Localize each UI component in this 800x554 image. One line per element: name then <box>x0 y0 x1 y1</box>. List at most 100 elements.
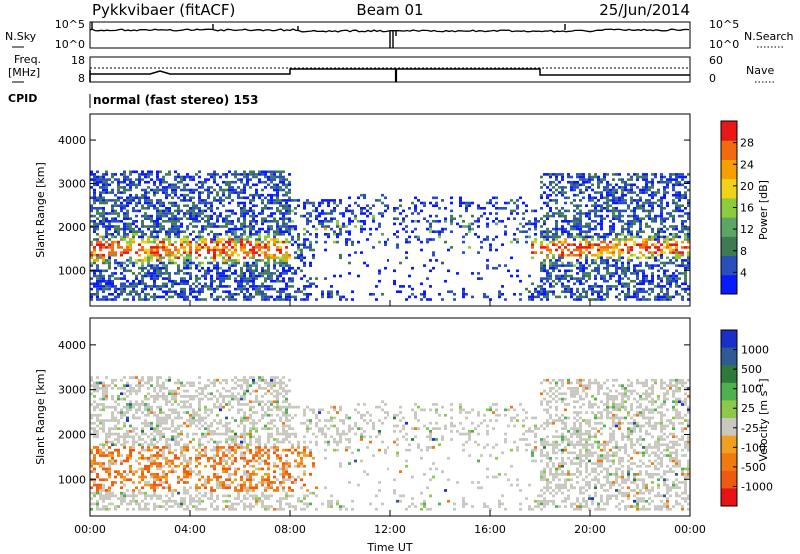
power-cell <box>147 264 150 267</box>
power-cell <box>195 204 198 207</box>
power-cell <box>609 199 612 202</box>
power-cell <box>282 204 285 207</box>
velocity-cell <box>102 392 105 396</box>
velocity-cell <box>132 507 135 511</box>
velocity-cell <box>99 443 102 447</box>
power-cell <box>372 293 375 296</box>
power-cell <box>303 285 306 288</box>
power-cell <box>102 222 105 226</box>
power-cell <box>561 248 564 252</box>
power-cell <box>213 266 216 270</box>
power-cell <box>204 298 207 301</box>
velocity-cell <box>126 473 129 476</box>
power-cell <box>594 277 597 280</box>
power-cell <box>585 240 588 244</box>
velocity-cell <box>210 411 213 414</box>
power-cell <box>180 199 183 202</box>
power-cell <box>669 274 672 278</box>
power-cell <box>429 230 432 233</box>
power-cell <box>312 209 315 213</box>
power-cell <box>216 272 219 275</box>
power-cell <box>129 227 132 231</box>
power-cell <box>282 269 285 273</box>
velocity-cell <box>189 486 192 490</box>
velocity-cell <box>111 381 114 385</box>
power-cell <box>114 193 117 197</box>
power-cell <box>645 290 648 293</box>
power-cell <box>543 201 546 205</box>
velocity-cell <box>216 448 219 452</box>
power-cell <box>675 256 678 260</box>
power-cell <box>117 186 120 189</box>
power-cell <box>120 220 123 223</box>
power-cell <box>102 253 105 257</box>
power-cell <box>261 170 264 174</box>
power-cell <box>648 298 651 301</box>
velocity-cell <box>186 381 189 385</box>
velocity-cell <box>132 491 135 495</box>
power-cell <box>267 233 270 236</box>
power-cell <box>594 259 597 262</box>
power-cell <box>210 261 213 265</box>
power-cell <box>123 173 126 176</box>
power-cell <box>246 178 249 181</box>
velocity-cell <box>204 446 207 449</box>
velocity-cell <box>138 405 141 409</box>
power-cell <box>237 220 240 223</box>
power-cell <box>507 217 510 220</box>
power-cell <box>240 207 243 210</box>
power-cell <box>198 214 201 218</box>
power-cell <box>324 277 327 280</box>
power-cell <box>288 225 291 228</box>
velocity-cell <box>126 411 129 414</box>
power-cell <box>165 235 168 239</box>
power-cell <box>621 238 624 241</box>
power-cell <box>258 253 261 257</box>
power-cell <box>393 282 396 286</box>
power-cell <box>111 274 114 278</box>
power-cell <box>579 217 582 220</box>
velocity-cell <box>162 387 165 390</box>
power-cell <box>432 253 435 257</box>
velocity-cell <box>126 432 129 436</box>
power-cell <box>609 287 612 291</box>
power-cell <box>279 233 282 236</box>
power-cell <box>588 285 591 288</box>
power-cell <box>225 251 228 254</box>
velocity-cell <box>96 502 99 506</box>
power-cell <box>162 188 165 192</box>
power-cell <box>276 256 279 260</box>
velocity-cell <box>132 497 135 500</box>
power-cell <box>612 243 615 246</box>
power-cell <box>642 246 645 249</box>
power-cell <box>411 287 414 291</box>
power-cell <box>675 264 678 267</box>
power-cell <box>186 188 189 192</box>
power-cell <box>180 277 183 280</box>
power-cell <box>135 261 138 265</box>
power-cell <box>183 212 186 215</box>
power-cell <box>576 227 579 231</box>
power-cell <box>549 274 552 278</box>
velocity-cell <box>177 440 180 444</box>
velocity-cell <box>168 459 171 463</box>
power-cell <box>405 298 408 301</box>
power-cell <box>591 253 594 257</box>
power-cell <box>261 272 264 275</box>
velocity-cell <box>108 435 111 439</box>
power-cell <box>114 266 117 270</box>
power-cell <box>213 199 216 202</box>
power-cell <box>153 207 156 210</box>
beam-title: Beam 01 <box>356 1 423 19</box>
power-cell <box>585 279 588 283</box>
power-cell <box>564 220 567 223</box>
velocity-cell <box>150 405 153 409</box>
velocity-cell <box>168 413 171 417</box>
power-cell <box>189 266 192 270</box>
velocity-cell <box>168 427 171 430</box>
power-cell <box>555 201 558 205</box>
power-cell <box>150 248 153 252</box>
power-cell <box>297 243 300 246</box>
power-cell <box>612 253 615 257</box>
power-cell <box>384 204 387 207</box>
